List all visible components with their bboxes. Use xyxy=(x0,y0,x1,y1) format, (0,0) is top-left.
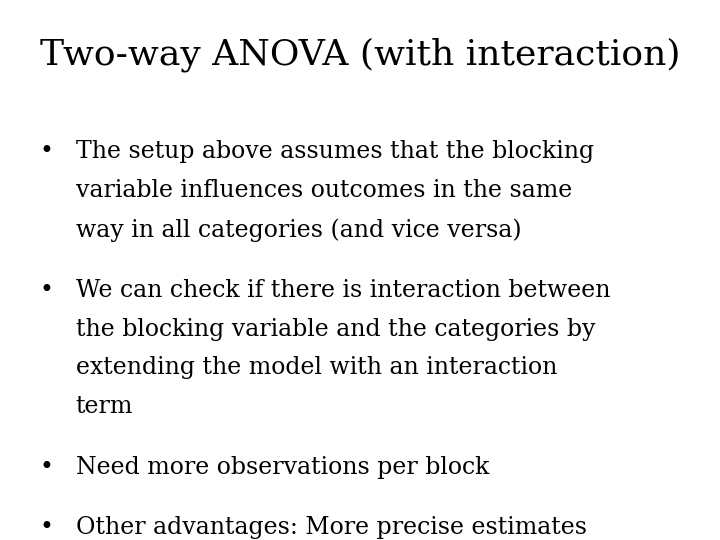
Text: •: • xyxy=(40,456,53,479)
Text: We can check if there is interaction between: We can check if there is interaction bet… xyxy=(76,279,610,302)
Text: Other advantages: More precise estimates: Other advantages: More precise estimates xyxy=(76,516,587,539)
Text: Need more observations per block: Need more observations per block xyxy=(76,456,489,479)
Text: way in all categories (and vice versa): way in all categories (and vice versa) xyxy=(76,218,521,242)
Text: variable influences outcomes in the same: variable influences outcomes in the same xyxy=(76,179,572,202)
Text: •: • xyxy=(40,279,53,302)
Text: •: • xyxy=(40,516,53,539)
Text: the blocking variable and the categories by: the blocking variable and the categories… xyxy=(76,318,595,341)
Text: •: • xyxy=(40,140,53,164)
Text: term: term xyxy=(76,395,133,418)
Text: The setup above assumes that the blocking: The setup above assumes that the blockin… xyxy=(76,140,594,164)
Text: extending the model with an interaction: extending the model with an interaction xyxy=(76,356,557,380)
Text: Two-way ANOVA (with interaction): Two-way ANOVA (with interaction) xyxy=(40,38,680,72)
